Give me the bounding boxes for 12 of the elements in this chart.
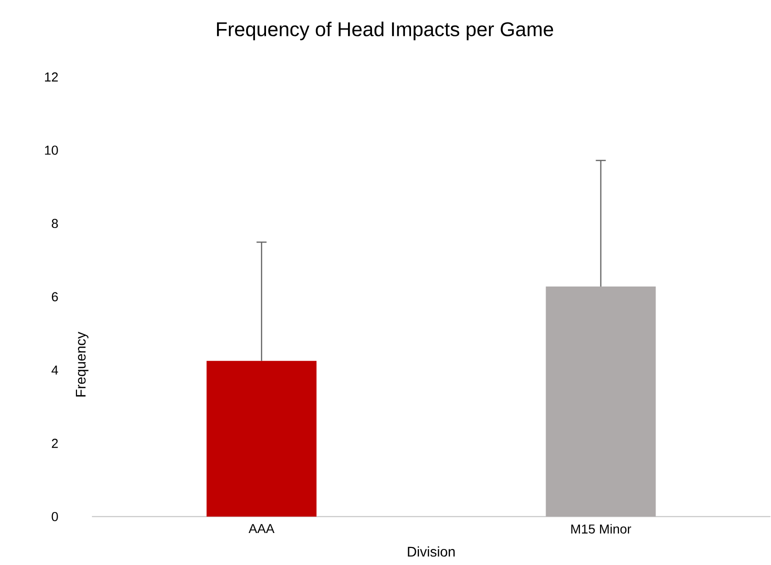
y-axis-title: Frequency (76, 332, 88, 397)
y-tick-label: 8 (52, 219, 58, 228)
y-tick-label: 6 (52, 292, 58, 302)
chart-title: Frequency of Head Impacts per Game (217, 22, 554, 40)
y-tick-label: 4 (52, 366, 58, 375)
x-tick-label: AAA (248, 524, 274, 534)
y-tick-label: 12 (45, 72, 58, 82)
x-tick-label: M15 Minor (571, 524, 632, 534)
x-axis-title: Division (408, 546, 455, 557)
y-tick-label: 0 (52, 512, 58, 522)
y-tick-label: 10 (45, 146, 58, 155)
y-tick-label: 2 (52, 439, 58, 448)
